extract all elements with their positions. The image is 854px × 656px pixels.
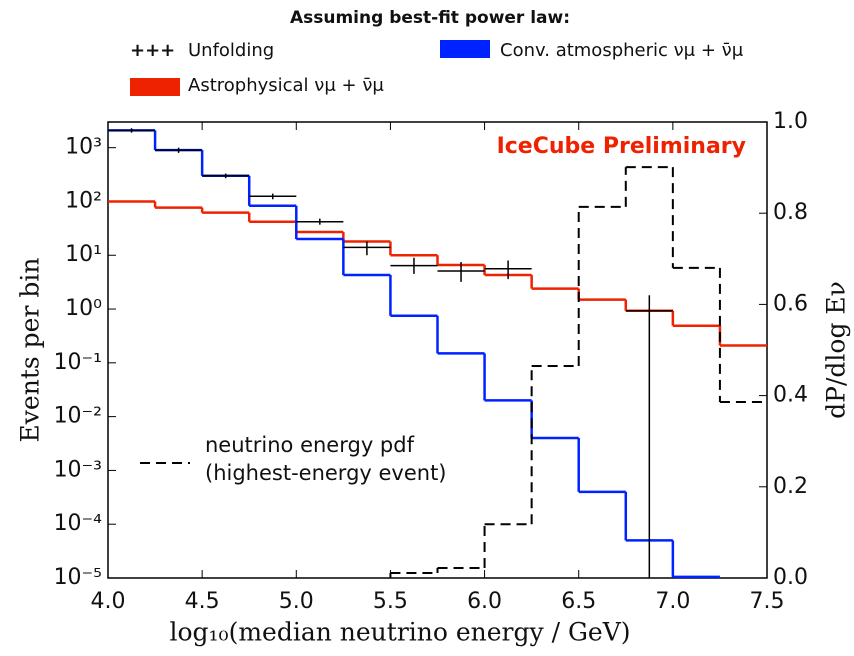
- legend-swatch: [130, 78, 180, 96]
- y-tick-label: 10⁻³: [54, 457, 102, 482]
- legend-label: neutrino energy pdf: [205, 433, 415, 457]
- y2-axis-label: dP/dlog Eν: [822, 281, 851, 419]
- annotation: IceCube Preliminary: [497, 134, 746, 159]
- y-tick-label: 10⁻¹: [54, 350, 102, 375]
- x-tick-label: 7.5: [750, 589, 785, 614]
- x-tick-label: 7.0: [655, 589, 690, 614]
- chart-title: Assuming best-fit power law:: [290, 8, 570, 28]
- y-tick-label: 10¹: [65, 242, 102, 267]
- y-tick-label: 10⁻²: [54, 404, 102, 429]
- legend-swatch: [440, 40, 490, 58]
- plot-frame: [107, 121, 768, 579]
- y-tick-label: 10⁰: [65, 296, 102, 321]
- y-tick-label: 10²: [65, 188, 102, 213]
- legend-label: Conv. atmospheric νμ + ν̄μ: [500, 40, 744, 61]
- y2-tick-label: 0.6: [773, 291, 808, 316]
- y2-tick-label: 0.2: [773, 474, 808, 499]
- y-tick-label: 10⁻⁴: [54, 511, 103, 536]
- x-tick-label: 5.5: [373, 589, 408, 614]
- y2-tick-label: 0.4: [773, 383, 808, 408]
- legend-label: Unfolding: [188, 40, 274, 61]
- y-tick-label: 10³: [65, 135, 102, 160]
- y-tick-label: 10⁻⁵: [54, 565, 102, 590]
- x-axis-label: log₁₀(median neutrino energy / GeV): [169, 618, 630, 647]
- y2-tick-label: 1.0: [773, 109, 808, 134]
- y-axis-label: Events per bin: [16, 258, 45, 443]
- legend-label: (highest-energy event): [205, 461, 447, 485]
- y2-tick-label: 0.0: [773, 565, 808, 590]
- x-tick-label: 6.0: [467, 589, 502, 614]
- y2-tick-label: 0.8: [773, 200, 808, 225]
- x-tick-label: 4.0: [91, 589, 126, 614]
- x-tick-label: 6.5: [561, 589, 596, 614]
- x-tick-label: 4.5: [185, 589, 220, 614]
- legend-marker: +++: [130, 40, 175, 61]
- x-tick-label: 5.0: [279, 589, 314, 614]
- legend-label: Astrophysical νμ + ν̄μ: [188, 75, 384, 96]
